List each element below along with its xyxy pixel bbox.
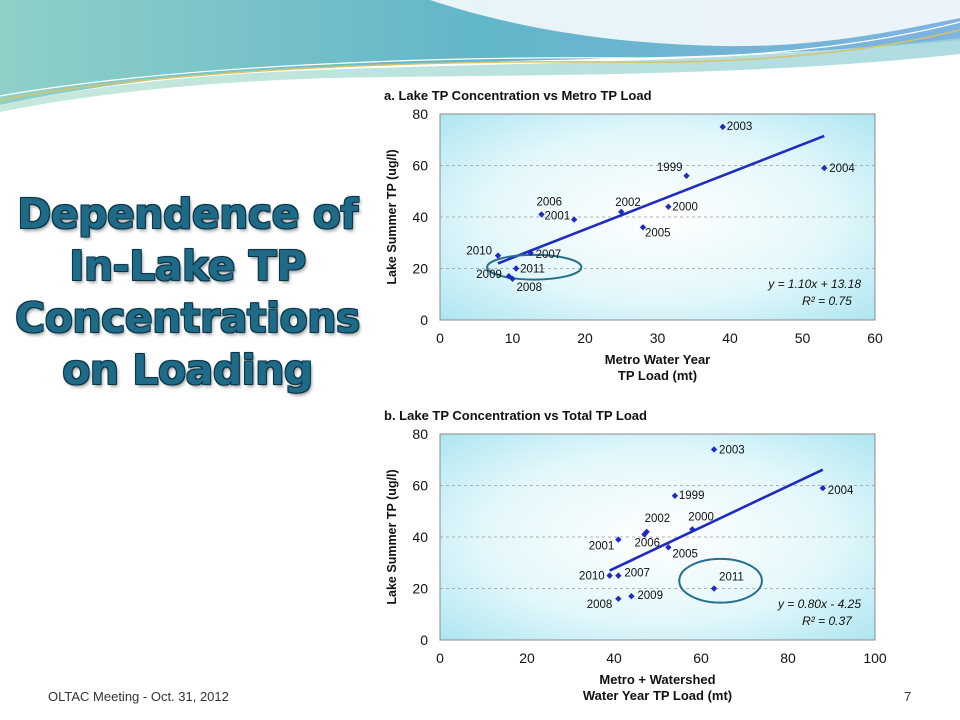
data-label-2003: 2003 bbox=[727, 121, 753, 133]
data-point-2007 bbox=[527, 249, 534, 257]
y-tick-label: 80 bbox=[412, 426, 428, 442]
data-point-2011 bbox=[512, 265, 520, 272]
data-label-2005: 2005 bbox=[645, 227, 671, 239]
data-label-2001: 2001 bbox=[589, 541, 615, 553]
x-axis-label: Water Year TP Load (mt) bbox=[583, 688, 732, 703]
data-point-2008 bbox=[509, 275, 516, 282]
data-label-2005: 2005 bbox=[672, 548, 698, 560]
slide-title-line: on Loading bbox=[62, 346, 313, 394]
data-label-2009: 2009 bbox=[476, 269, 502, 281]
x-axis-label: TP Load (mt) bbox=[618, 368, 697, 383]
data-label-2007: 2007 bbox=[624, 568, 650, 580]
data-point-2006 bbox=[538, 211, 545, 218]
data-point-1999 bbox=[671, 492, 679, 499]
footer-text: OLTAC Meeting - Oct. 31, 2012 bbox=[48, 689, 229, 704]
data-label-2004: 2004 bbox=[828, 485, 854, 497]
data-label-2000: 2000 bbox=[672, 202, 698, 214]
data-label-2010: 2010 bbox=[579, 571, 605, 583]
r-squared: R² = 0.75 bbox=[802, 294, 852, 308]
chart-b: b. Lake TP Concentration vs Total TP Loa… bbox=[384, 408, 887, 703]
x-tick-label: 100 bbox=[863, 650, 887, 666]
slide-title: Dependence of In-Lake TP Concentrations on … bbox=[0, 188, 375, 396]
data-label-1999: 1999 bbox=[657, 162, 683, 174]
data-label-2011: 2011 bbox=[719, 572, 744, 584]
trendline bbox=[497, 134, 825, 265]
data-label-2011: 2011 bbox=[520, 264, 545, 276]
x-tick-label: 30 bbox=[650, 330, 666, 346]
data-label-2007: 2007 bbox=[536, 249, 562, 261]
x-axis-label: Metro Water Year bbox=[605, 352, 711, 367]
x-tick-label: 40 bbox=[722, 330, 738, 346]
data-label-2010: 2010 bbox=[466, 246, 492, 258]
x-tick-label: 0 bbox=[436, 650, 444, 666]
y-tick-label: 20 bbox=[412, 581, 428, 597]
data-point-2011 bbox=[710, 585, 718, 592]
data-point-2005 bbox=[639, 224, 647, 231]
data-point-2002 bbox=[618, 208, 625, 216]
trend-equation: y = 0.80x - 4.25 bbox=[777, 597, 861, 611]
data-label-2000: 2000 bbox=[688, 511, 714, 523]
y-tick-label: 60 bbox=[412, 158, 428, 174]
trendline bbox=[609, 468, 824, 572]
page-number: 7 bbox=[904, 689, 912, 704]
data-point-2005 bbox=[665, 544, 672, 551]
slide-title-line: In-Lake TP bbox=[69, 242, 306, 290]
data-label-2002: 2002 bbox=[645, 513, 671, 525]
x-axis-label: Metro + Watershed bbox=[599, 672, 715, 687]
x-tick-label: 0 bbox=[436, 330, 444, 346]
x-tick-label: 10 bbox=[505, 330, 521, 346]
slide-title-line: Dependence of bbox=[17, 190, 358, 238]
data-label-2006: 2006 bbox=[537, 196, 563, 208]
y-tick-label: 40 bbox=[412, 529, 428, 545]
y-axis-label: Lake Summer TP (ug/l) bbox=[385, 469, 399, 604]
x-tick-label: 60 bbox=[867, 330, 883, 346]
chart-title: b. Lake TP Concentration vs Total TP Loa… bbox=[384, 408, 647, 423]
y-tick-label: 20 bbox=[412, 261, 428, 277]
data-label-1999: 1999 bbox=[679, 490, 705, 502]
data-point-2010 bbox=[494, 252, 502, 259]
data-label-2001: 2001 bbox=[545, 211, 571, 223]
y-tick-label: 0 bbox=[420, 632, 428, 648]
x-tick-label: 60 bbox=[693, 650, 709, 666]
data-point-2004 bbox=[821, 164, 828, 172]
y-tick-label: 80 bbox=[412, 106, 428, 122]
highlight-circle-2011 bbox=[678, 557, 763, 604]
data-point-2007 bbox=[615, 572, 622, 579]
x-tick-label: 50 bbox=[795, 330, 811, 346]
x-tick-label: 40 bbox=[606, 650, 622, 666]
data-label-2003: 2003 bbox=[719, 444, 745, 456]
chart-title: a. Lake TP Concentration vs Metro TP Loa… bbox=[384, 88, 652, 103]
y-tick-label: 60 bbox=[412, 478, 428, 494]
y-tick-label: 0 bbox=[420, 312, 428, 328]
data-label-2006: 2006 bbox=[634, 537, 660, 549]
data-point-2001 bbox=[570, 216, 578, 223]
y-tick-label: 40 bbox=[412, 209, 428, 225]
data-point-2003 bbox=[719, 123, 726, 131]
data-label-2008: 2008 bbox=[517, 282, 543, 294]
data-label-2004: 2004 bbox=[829, 163, 855, 175]
trend-equation: y = 1.10x + 13.18 bbox=[767, 277, 861, 291]
x-tick-label: 20 bbox=[577, 330, 593, 346]
data-point-2010 bbox=[606, 572, 613, 579]
x-tick-label: 20 bbox=[519, 650, 535, 666]
header-swoosh-decoration bbox=[0, 0, 960, 112]
slide-title-line: Concentrations bbox=[15, 294, 360, 342]
data-label-2008: 2008 bbox=[587, 599, 613, 611]
data-point-2000 bbox=[665, 203, 672, 210]
data-point-1999 bbox=[683, 172, 690, 179]
data-label-2002: 2002 bbox=[615, 197, 641, 209]
highlight-circle-2011 bbox=[486, 253, 583, 281]
y-axis-label: Lake Summer TP (ug/l) bbox=[385, 149, 399, 284]
chart-a: a. Lake TP Concentration vs Metro TP Loa… bbox=[384, 88, 883, 383]
data-label-2009: 2009 bbox=[637, 590, 663, 602]
x-tick-label: 80 bbox=[780, 650, 796, 666]
r-squared: R² = 0.37 bbox=[802, 614, 853, 628]
